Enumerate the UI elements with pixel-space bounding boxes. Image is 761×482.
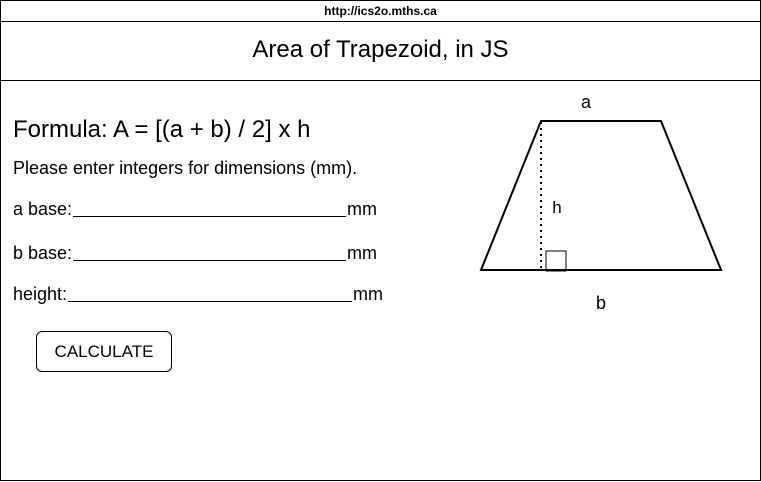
a-base-input[interactable] xyxy=(73,200,347,217)
a-base-row: a base: mm xyxy=(13,198,377,220)
page-title: Area of Trapezoid, in JS xyxy=(252,36,509,63)
a-base-label: a base: xyxy=(13,199,73,219)
url-text: http://ics2o.mths.ca xyxy=(324,4,437,18)
calculate-button[interactable]: CALCULATE xyxy=(36,331,172,372)
label-a: a xyxy=(581,92,592,112)
url-bar: http://ics2o.mths.ca xyxy=(1,1,760,22)
trapezoid-shape xyxy=(479,120,723,271)
b-base-row: b base: mm xyxy=(13,242,377,264)
b-base-label: b base: xyxy=(13,243,73,263)
right-angle-marker xyxy=(545,250,567,272)
a-base-unit: mm xyxy=(347,199,378,219)
height-input[interactable] xyxy=(68,285,353,302)
height-unit: mm xyxy=(353,284,384,304)
instructions-text: Please enter integers for dimensions (mm… xyxy=(13,158,358,178)
b-base-input[interactable] xyxy=(73,244,347,261)
formula-text: Formula: A = [(a + b) / 2] x h xyxy=(13,116,311,143)
trapezoid-diagram: a h b xyxy=(479,92,723,313)
page-header: Area of Trapezoid, in JS xyxy=(1,22,760,81)
b-base-unit: mm xyxy=(347,243,378,263)
label-b: b xyxy=(596,293,606,313)
label-h: h xyxy=(552,198,561,217)
height-label: height: xyxy=(13,284,68,304)
height-row: height: mm xyxy=(13,283,383,305)
